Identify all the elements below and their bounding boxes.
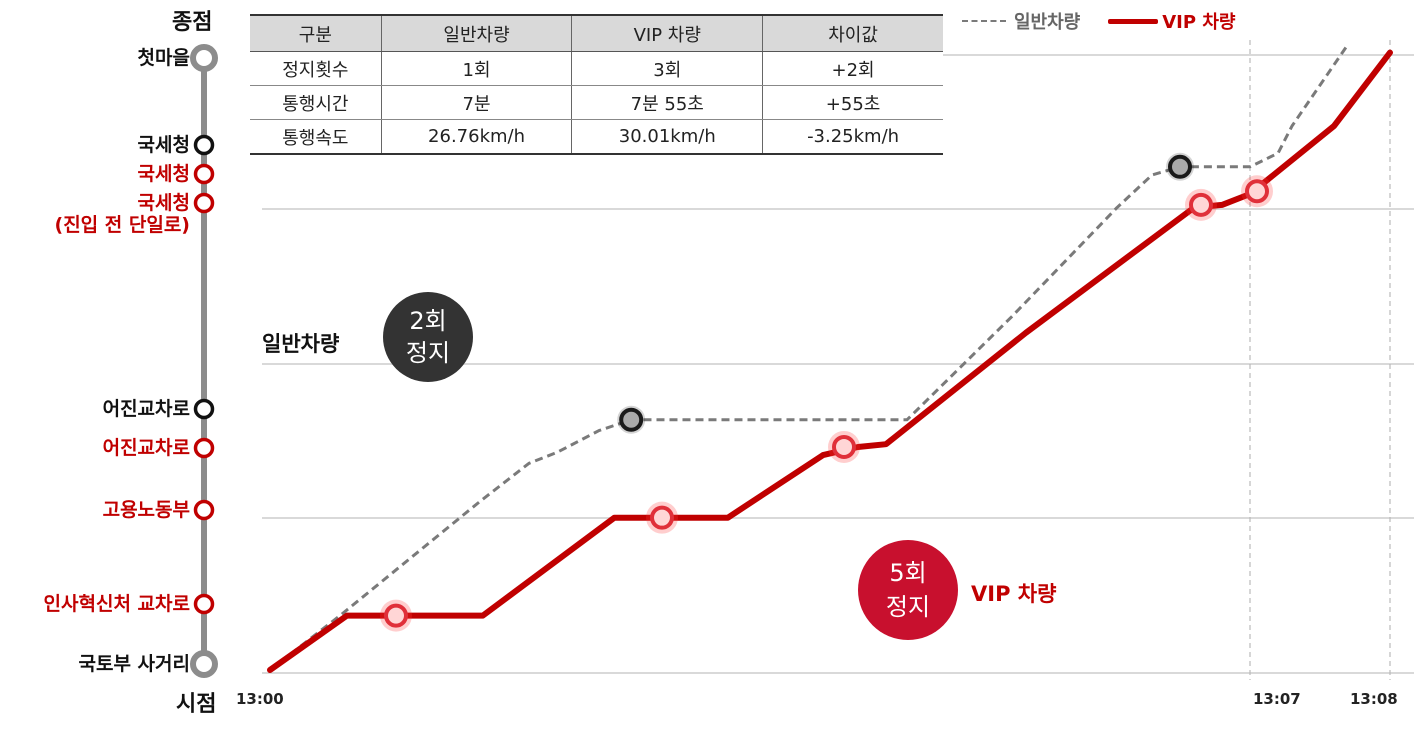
normal-series-annotation: 일반차량 (262, 332, 340, 356)
vip-stop-count-badge: 5회 정지 (858, 540, 958, 640)
station-label: 어진교차로 (102, 398, 190, 420)
summary-table: 구분 일반차량 VIP 차량 차이값 정지횟수 1회 3회 +2회 통행시간 7… (250, 14, 943, 155)
cell-vip: 7분 55초 (571, 85, 763, 120)
y-axis-end-label: 종점 (172, 10, 213, 35)
table-row: 통행시간 7분 7분 55초 +55초 (250, 85, 943, 120)
vip-stop-word: 정지 (885, 593, 931, 621)
cell-difference: +2회 (762, 51, 943, 86)
row-label: 통행시간 (250, 85, 382, 120)
station-marker-7 (193, 134, 215, 156)
station-label: 고용노동부 (102, 499, 190, 521)
station-marker-6 (193, 163, 215, 185)
legend-swatch-normal (962, 20, 1006, 22)
header-difference: 차이값 (762, 14, 943, 52)
y-axis-start-label: 시점 (176, 692, 217, 717)
station-marker-1 (193, 593, 215, 615)
vip-stop-point-4 (1245, 179, 1269, 204)
cell-vip: 3회 (571, 51, 763, 86)
table-row: 정지횟수 1회 3회 +2회 (250, 51, 943, 86)
station-label: 국토부 사거리 (78, 653, 191, 675)
header-normal: 일반차량 (380, 14, 572, 52)
vip-stop-count: 5회 (889, 559, 927, 587)
station-marker-5 (193, 192, 215, 214)
header-vip: VIP 차량 (571, 14, 763, 52)
station-marker-4 (193, 398, 215, 420)
vip-stop-point-1 (650, 505, 674, 530)
cell-normal: 7분 (380, 85, 572, 120)
x-tick-1307: 13:07 (1253, 690, 1301, 708)
legend-item-vip: VIP 차량 (1108, 8, 1235, 34)
station-marker-terminal-8 (190, 44, 218, 72)
cell-difference: -3.25km/h (762, 119, 943, 155)
chart-legend: 일반차량 VIP 차량 (962, 8, 1263, 34)
legend-label-vip: VIP 차량 (1162, 12, 1236, 33)
station-label: 인사혁신처 교차로 (43, 593, 190, 615)
station-label: 국세청 (137, 134, 190, 156)
normal-stop-point-1 (1168, 154, 1192, 179)
vip-stop-point-2 (832, 434, 856, 459)
series-normal-path (269, 43, 1350, 672)
station-marker-terminal-0 (190, 650, 218, 678)
station-label: 국세청 (진입 전 단일로) (54, 192, 190, 236)
legend-swatch-vip (1108, 18, 1159, 24)
cell-normal: 1회 (380, 51, 572, 86)
series-vip-path (267, 49, 1393, 673)
vip-stop-point-3 (1189, 192, 1213, 217)
vip-stop-point-0 (384, 603, 408, 628)
normal-stop-count: 2회 (409, 307, 447, 335)
summary-header-row: 구분 일반차량 VIP 차량 차이값 (250, 14, 943, 52)
legend-item-normal: 일반차량 (962, 8, 1080, 34)
table-row: 통행속도 26.76km/h 30.01km/h -3.25km/h (250, 119, 943, 155)
row-label: 통행속도 (250, 119, 382, 155)
cell-difference: +55초 (762, 85, 943, 120)
station-label: 국세청 (137, 163, 190, 185)
row-label: 정지횟수 (250, 51, 382, 86)
normal-stop-point-0 (619, 407, 644, 432)
station-label: 첫마을 (137, 47, 190, 69)
legend-label-normal: 일반차량 (1014, 12, 1081, 33)
station-label: 어진교차로 (102, 437, 190, 459)
normal-stop-word: 정지 (405, 339, 451, 367)
vip-series-annotation: VIP 차량 (971, 582, 1057, 606)
station-marker-2 (193, 499, 215, 521)
x-tick-1308: 13:08 (1350, 690, 1398, 708)
station-marker-3 (193, 437, 215, 459)
x-tick-start: 13:00 (236, 690, 284, 708)
series-normal-line (269, 43, 1350, 672)
stop-markers (380, 152, 1273, 632)
series-vip-line (267, 49, 1393, 673)
cell-vip: 30.01km/h (571, 119, 763, 155)
station-track (190, 44, 218, 678)
header-category: 구분 (250, 14, 382, 52)
cell-normal: 26.76km/h (380, 119, 572, 155)
normal-stop-count-badge: 2회 정지 (383, 292, 473, 382)
